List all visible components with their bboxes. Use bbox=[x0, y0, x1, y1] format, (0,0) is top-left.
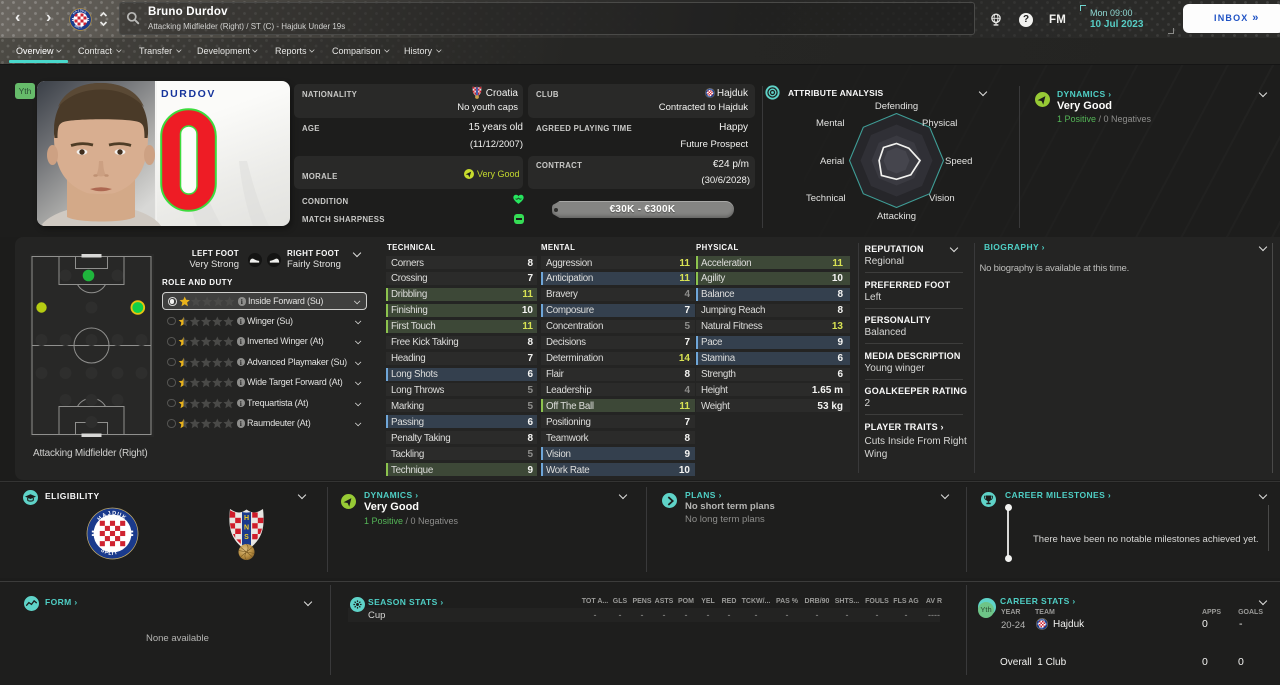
svg-text:P: P bbox=[103, 550, 109, 557]
svg-text:U: U bbox=[710, 89, 712, 91]
svg-text:H: H bbox=[706, 89, 708, 91]
svg-text:L: L bbox=[708, 96, 710, 98]
svg-text:D: D bbox=[1042, 619, 1043, 621]
svg-text:A: A bbox=[74, 9, 78, 13]
svg-text:H: H bbox=[97, 515, 104, 522]
svg-text:J: J bbox=[709, 88, 710, 90]
svg-text:P: P bbox=[1039, 627, 1041, 629]
svg-text:U: U bbox=[116, 512, 122, 519]
svg-text:H: H bbox=[1038, 620, 1040, 622]
svg-text:S: S bbox=[99, 548, 106, 555]
svg-text:L: L bbox=[108, 551, 113, 558]
svg-text:L: L bbox=[1040, 628, 1042, 630]
svg-text:A: A bbox=[101, 512, 107, 519]
svg-text:U: U bbox=[1042, 619, 1044, 621]
svg-text:K: K bbox=[711, 89, 713, 91]
svg-text:I: I bbox=[80, 26, 81, 30]
svg-text:D: D bbox=[710, 88, 711, 90]
svg-text:K: K bbox=[83, 10, 87, 14]
svg-text:K: K bbox=[1043, 620, 1046, 623]
svg-text:H: H bbox=[244, 515, 249, 522]
svg-text:H: H bbox=[72, 11, 76, 15]
svg-text:I: I bbox=[112, 551, 114, 557]
svg-text:S: S bbox=[1038, 627, 1040, 629]
svg-text:D: D bbox=[80, 8, 82, 12]
svg-text:D: D bbox=[112, 511, 116, 517]
svg-text:P: P bbox=[707, 95, 709, 97]
svg-text:U: U bbox=[82, 9, 85, 13]
svg-text:J: J bbox=[107, 511, 111, 518]
svg-text:S: S bbox=[244, 534, 249, 541]
svg-text:S: S bbox=[707, 95, 709, 97]
svg-text:T: T bbox=[1042, 628, 1043, 630]
svg-text:N: N bbox=[244, 525, 249, 532]
svg-text:K: K bbox=[120, 514, 127, 521]
svg-text:T: T bbox=[113, 550, 118, 557]
svg-text:T: T bbox=[710, 96, 711, 98]
svg-text:P: P bbox=[75, 25, 79, 29]
svg-text:J: J bbox=[1040, 619, 1041, 621]
svg-text:L: L bbox=[77, 25, 80, 29]
svg-text:S: S bbox=[73, 24, 77, 28]
svg-text:T: T bbox=[81, 25, 84, 29]
svg-text:J: J bbox=[77, 8, 80, 12]
